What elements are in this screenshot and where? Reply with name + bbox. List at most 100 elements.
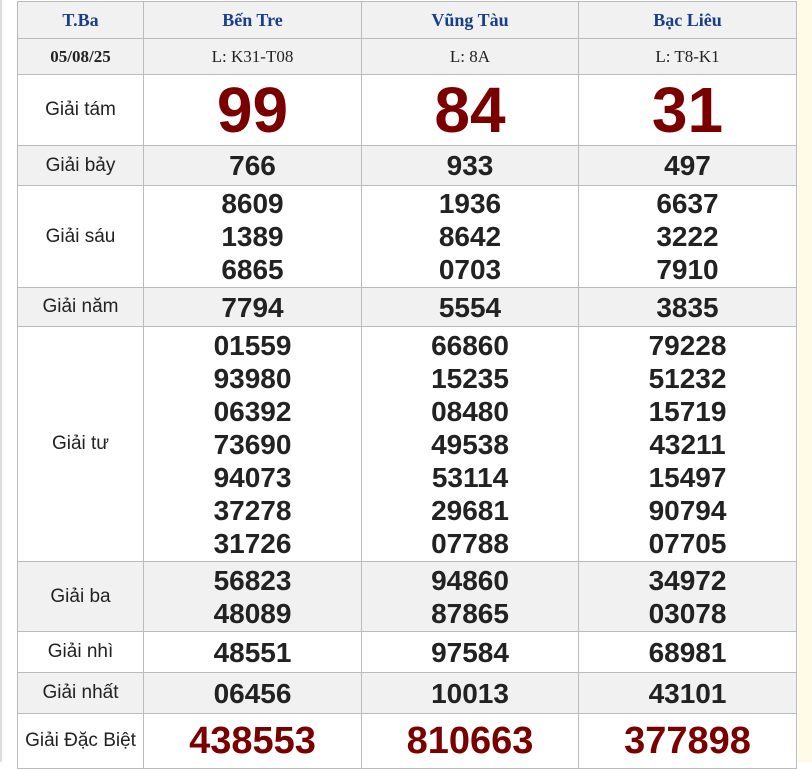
prize-number: 438553 (189, 720, 316, 762)
prize-row: Giải bảy 766 933 497 (17, 145, 797, 186)
subheader-row: 05/08/25 L: K31-T08 L: 8A L: T8-K1 (17, 38, 797, 75)
prize-cell: 01559 93980 06392 73690 94073 37278 31726 (143, 326, 362, 562)
header-row: T.Ba Bến Tre Vũng Tàu Bạc Liêu (17, 1, 797, 39)
prize-label: Giải Đặc Biệt (17, 713, 144, 769)
prize-row: Giải nhất 06456 10013 43101 (17, 672, 797, 714)
prize-row: Giải tám 99 84 31 (17, 74, 797, 146)
province-ben-tre[interactable]: Bến Tre (143, 1, 362, 39)
prize-number: 94073 (213, 461, 292, 493)
prize-number: 8609 (221, 188, 284, 219)
prize-number: 1389 (221, 221, 284, 252)
prize-cell: 66860 15235 08480 49538 53114 29681 07788 (361, 326, 579, 562)
prize-number: 0703 (438, 254, 502, 285)
prize-number: 34972 (648, 564, 727, 596)
prize-number: 5554 (438, 291, 502, 323)
ticket-code: L: T8-K1 (578, 38, 797, 75)
prize-number: 8642 (438, 221, 502, 252)
prize-number: 3222 (656, 221, 719, 252)
prize-number: 31 (651, 74, 724, 146)
prize-number: 3835 (656, 291, 719, 323)
prize-row: Giải sáu 8609 1389 6865 1936 8642 0703 6637 3222… (17, 185, 797, 288)
prize-cell: 43101 (578, 672, 797, 714)
prize-number: 15497 (648, 461, 727, 493)
prize-number: 99 (216, 74, 289, 146)
prize-number: 68981 (648, 636, 727, 668)
right-edge (798, 0, 812, 762)
prize-number: 07705 (648, 527, 727, 559)
prize-cell: 48551 (143, 631, 362, 673)
prize-number: 766 (229, 150, 276, 181)
prize-number: 53114 (431, 461, 509, 493)
prize-number: 43211 (649, 428, 726, 460)
prize-number: 48551 (213, 636, 292, 668)
prize-number: 49538 (431, 428, 509, 460)
province-vung-tau[interactable]: Vũng Tàu (361, 1, 579, 39)
prize-number: 79228 (648, 329, 727, 361)
prize-cell: 377898 (578, 713, 797, 769)
prize-cell: 99 (143, 74, 362, 146)
prize-cell: 68981 (578, 631, 797, 673)
prize-cell: 94860 87865 (361, 561, 579, 632)
prize-cell: 438553 (143, 713, 362, 769)
prize-number: 810663 (406, 720, 534, 762)
prize-cell: 810663 (361, 713, 579, 769)
province-bac-lieu[interactable]: Bạc Liêu (578, 1, 797, 39)
prize-label: Giải tư (17, 326, 144, 562)
prize-label: Giải năm (17, 287, 144, 327)
day-label: T.Ba (17, 1, 144, 39)
prize-row: Giải tư 01559 93980 06392 73690 94073 37278 317… (17, 326, 797, 562)
prize-cell: 34972 03078 (578, 561, 797, 632)
prize-number: 90794 (648, 494, 727, 526)
prize-label: Giải sáu (17, 185, 144, 288)
prize-cell: 497 (578, 145, 797, 186)
prize-number: 497 (664, 150, 711, 181)
prize-number: 01559 (213, 329, 292, 361)
prize-label: Giải nhì (17, 631, 144, 673)
prize-number: 7794 (221, 291, 284, 323)
prize-number: 87865 (431, 597, 509, 629)
prize-cell: 06456 (143, 672, 362, 714)
prize-cell: 7794 (143, 287, 362, 327)
prize-number: 933 (446, 150, 494, 181)
prize-number: 29681 (431, 494, 509, 526)
prize-number: 1936 (438, 188, 502, 219)
prize-cell: 933 (361, 145, 579, 186)
prize-number: 43101 (648, 677, 727, 709)
ticket-code: L: K31-T08 (143, 38, 362, 75)
prize-number: 03078 (648, 597, 727, 629)
prize-cell: 5554 (361, 287, 579, 327)
prize-cell: 10013 (361, 672, 579, 714)
prize-row: Giải ba 56823 48089 94860 87865 34972 03078 (17, 561, 797, 632)
prize-number: 6637 (656, 188, 719, 219)
prize-number: 6865 (221, 254, 284, 285)
prize-label: Giải ba (17, 561, 144, 632)
prize-number: 15235 (431, 362, 509, 394)
prize-number: 56823 (213, 564, 292, 596)
prize-row: Giải nhì 48551 97584 68981 (17, 631, 797, 673)
draw-date: 05/08/25 (17, 38, 144, 75)
prize-number: 31726 (213, 527, 292, 559)
lottery-results-table: T.Ba Bến Tre Vũng Tàu Bạc Liêu 05/08/25 … (17, 1, 797, 769)
prize-cell: 766 (143, 145, 362, 186)
prize-number: 94860 (431, 564, 509, 596)
prize-number: 06456 (213, 677, 292, 709)
prize-number: 48089 (213, 597, 292, 629)
prize-cell: 8609 1389 6865 (143, 185, 362, 288)
prize-row: Giải Đặc Biệt 438553 810663 377898 (17, 713, 797, 769)
prize-number: 15719 (648, 395, 727, 427)
prize-number: 37278 (213, 494, 292, 526)
prize-label: Giải tám (17, 74, 144, 146)
prize-cell: 6637 3222 7910 (578, 185, 797, 288)
ticket-code: L: 8A (361, 38, 579, 75)
prize-cell: 84 (361, 74, 579, 146)
prize-cell: 3835 (578, 287, 797, 327)
prize-cell: 56823 48089 (143, 561, 362, 632)
prize-number: 10013 (431, 677, 509, 709)
prize-number: 08480 (431, 395, 509, 427)
prize-row: Giải năm 7794 5554 3835 (17, 287, 797, 327)
prize-number: 66860 (431, 329, 509, 361)
prize-number: 51232 (648, 362, 727, 394)
prize-cell: 79228 51232 15719 43211 15497 90794 07705 (578, 326, 797, 562)
left-edge (0, 0, 2, 762)
prize-cell: 97584 (361, 631, 579, 673)
